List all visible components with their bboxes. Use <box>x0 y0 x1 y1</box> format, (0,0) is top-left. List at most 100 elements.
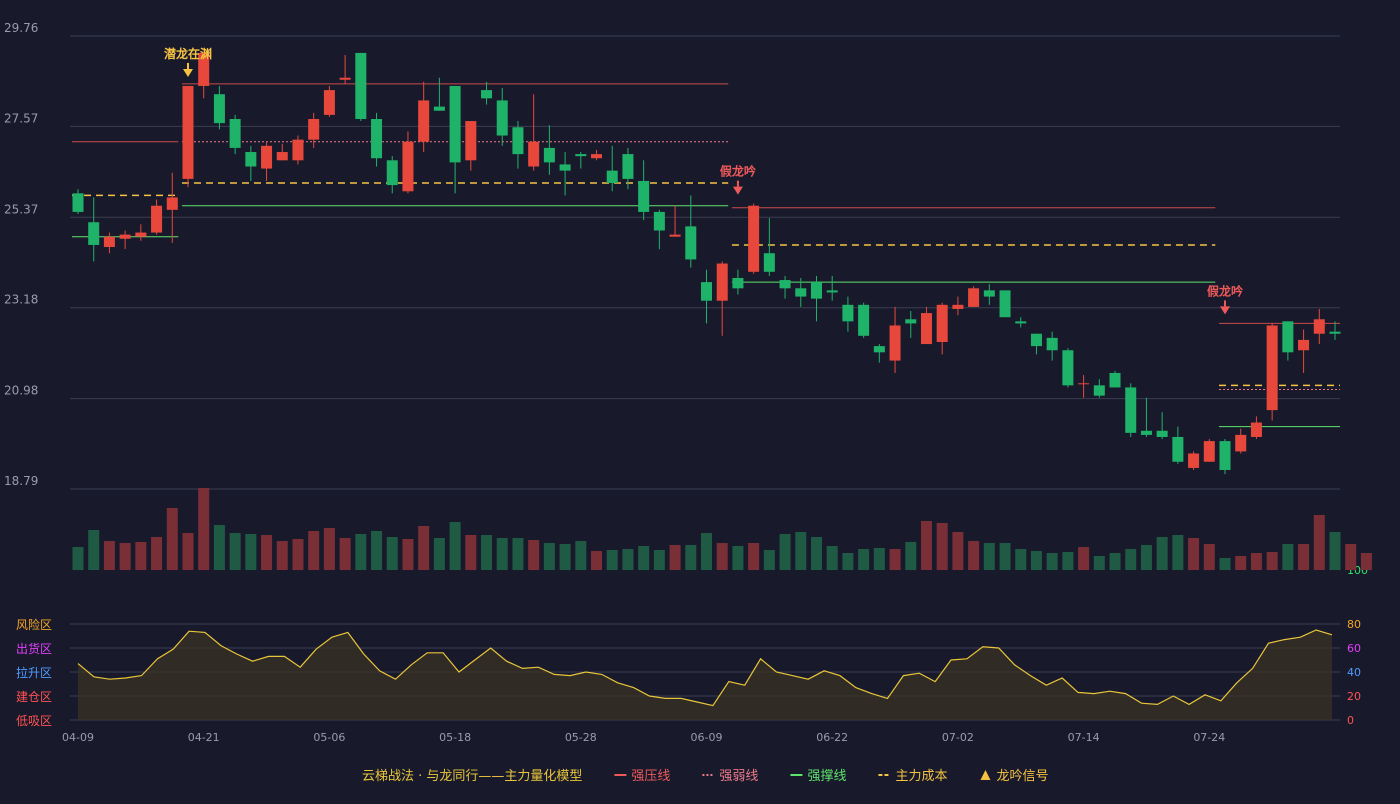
volume-bar <box>1329 532 1341 570</box>
price-tick-label: 27.57 <box>4 111 38 125</box>
volume-bar <box>858 549 870 570</box>
volume-bar <box>182 533 194 570</box>
volume-bar <box>669 545 681 570</box>
legend-swatch <box>980 770 991 780</box>
legend-item-label: 强压线 <box>631 769 670 784</box>
candle-body <box>858 304 870 336</box>
volume-bar <box>103 541 115 570</box>
candle-body <box>339 77 351 80</box>
volume-bar <box>1078 547 1090 570</box>
candles <box>72 52 1341 475</box>
candle-body <box>1203 441 1215 462</box>
volume-bar <box>1030 551 1042 570</box>
candle-body <box>1250 422 1262 437</box>
volume-bar <box>465 535 477 570</box>
indicator-zone-label: 低吸区 <box>16 714 52 728</box>
signal-arrow <box>732 186 743 195</box>
volume-bar <box>591 551 603 570</box>
candle-body <box>1140 430 1152 435</box>
volume-bar <box>1125 549 1137 570</box>
candle-body <box>999 290 1011 318</box>
volume-bar <box>1219 558 1231 570</box>
volume-bar <box>968 541 980 570</box>
indicator-zone-label: 建仓区 <box>16 690 52 704</box>
candle-body <box>1156 430 1168 437</box>
date-tick-label: 07-24 <box>1193 731 1225 744</box>
candle-body <box>826 290 838 293</box>
volume-bar <box>1266 552 1278 570</box>
candle-body <box>1109 372 1121 388</box>
volume-bar <box>1093 556 1105 570</box>
candle-body <box>1125 387 1137 433</box>
volume-bar <box>873 548 885 570</box>
indicator-zone-label: 风险区 <box>16 617 52 632</box>
signal-label: 假龙吟 <box>720 164 756 179</box>
volume-bar <box>292 539 304 570</box>
signal-arrow <box>1220 306 1231 315</box>
indicator-tick-label: 80 <box>1347 618 1361 631</box>
candle-body <box>732 277 744 289</box>
volume-bar <box>889 549 901 570</box>
candle-body <box>920 313 932 345</box>
volume-bar <box>433 538 445 570</box>
candle-body <box>983 290 995 297</box>
candle-body <box>528 141 540 167</box>
volume-bar <box>512 538 524 570</box>
candle-body <box>559 164 571 171</box>
candle-body <box>1235 434 1247 452</box>
volume-bar <box>261 535 273 570</box>
volume-bar <box>1360 553 1372 570</box>
level-lines <box>72 83 1340 428</box>
candle-body <box>355 52 367 120</box>
volume-bar <box>1140 545 1152 570</box>
volume-bar <box>88 530 100 570</box>
volume-bar <box>119 543 131 570</box>
candle-body <box>952 304 964 309</box>
legend-item-label: 主力成本 <box>895 769 947 784</box>
indicator-zone-label: 出货区 <box>16 641 52 656</box>
candle-body <box>543 147 555 163</box>
legend-item-label: 强弱线 <box>719 769 758 784</box>
price-tick-label: 25.37 <box>4 202 38 216</box>
date-tick-label: 06-09 <box>691 731 723 744</box>
indicator-line <box>77 629 1333 707</box>
volume-bar <box>402 539 414 570</box>
volume-bar <box>308 531 320 570</box>
candle-body <box>229 119 241 148</box>
candle-body <box>433 106 445 111</box>
candle-body <box>103 236 115 248</box>
volume-bar <box>151 537 163 570</box>
candle-body <box>1062 350 1074 386</box>
signal-label: 潜龙在渊 <box>164 46 212 61</box>
candle-body <box>873 346 885 353</box>
date-tick-label: 05-18 <box>439 731 471 744</box>
volume-bar <box>166 508 178 570</box>
signal-label: 假龙吟 <box>1207 283 1243 298</box>
volume-bar <box>952 532 964 570</box>
volume-bar <box>1203 544 1215 570</box>
candle-body <box>182 85 194 179</box>
indicator-area <box>78 630 1332 720</box>
candle-body <box>842 304 854 322</box>
volume-bar <box>1062 552 1074 570</box>
candle-body <box>968 288 980 307</box>
candle-body <box>496 100 508 136</box>
candle-body <box>1282 321 1294 353</box>
indicator-tick-label: 20 <box>1347 690 1361 703</box>
volume-bar <box>999 543 1011 570</box>
candle-body <box>88 222 100 245</box>
volume-bar <box>983 543 995 570</box>
volume-bar <box>355 534 367 570</box>
candle-body <box>1219 441 1231 471</box>
indicator-panel <box>77 629 1333 720</box>
volume-bar <box>779 534 791 570</box>
candle-body <box>292 139 304 161</box>
volume-bar <box>1250 553 1262 570</box>
volume-bar <box>575 541 587 570</box>
candle-body <box>606 170 618 184</box>
volume-bar <box>795 532 807 570</box>
date-tick-label: 04-09 <box>62 731 94 744</box>
volume-bar <box>213 525 225 570</box>
candle-body <box>889 325 901 361</box>
volume-bar <box>371 531 383 570</box>
